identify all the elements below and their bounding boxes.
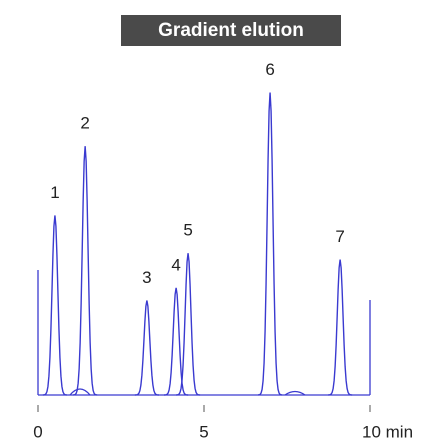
- peak-label: 7: [335, 227, 344, 246]
- peak: [134, 300, 159, 396]
- baseline-bump: [69, 388, 306, 396]
- x-tick-label: 0: [33, 422, 42, 441]
- peak-label: 6: [265, 60, 274, 79]
- peak-label: 4: [171, 255, 180, 274]
- title-box: [121, 15, 341, 46]
- chart-title: Gradient elution: [158, 20, 304, 41]
- peak-label: 2: [80, 114, 89, 133]
- x-tick-label: 5: [199, 422, 208, 441]
- peak: [176, 253, 201, 396]
- x-tick-label: 10 min: [362, 422, 413, 441]
- peak: [73, 146, 98, 396]
- peak-label: 5: [183, 221, 192, 240]
- peak: [257, 92, 283, 396]
- peak: [164, 287, 189, 396]
- peak: [42, 215, 67, 396]
- peak-label: 1: [50, 183, 59, 202]
- peak: [328, 259, 353, 396]
- peak-label: 3: [142, 268, 151, 287]
